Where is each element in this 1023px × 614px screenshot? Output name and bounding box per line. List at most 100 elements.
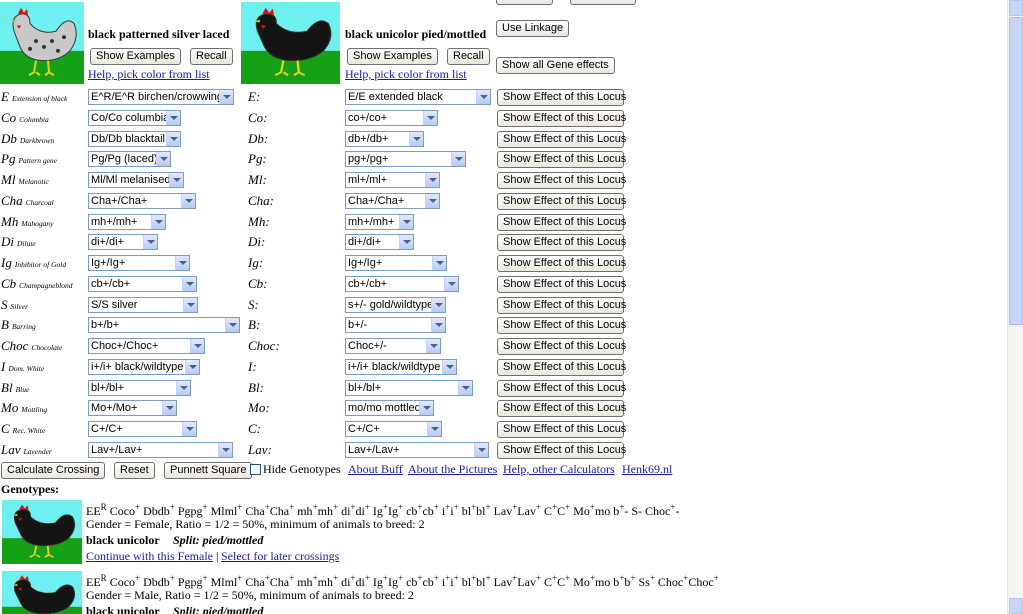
footer-link[interactable]: About Buff <box>348 462 403 476</box>
button[interactable]: Recall <box>190 48 233 65</box>
dropdown-arrow[interactable] <box>151 214 165 229</box>
parent2-select[interactable]: di+/di+ <box>345 234 414 251</box>
parent2-select[interactable]: s+/- gold/wildtype <box>345 296 446 313</box>
dropdown-arrow[interactable] <box>431 318 445 333</box>
show-effect-button[interactable]: Show Effect of this Locus <box>497 421 626 438</box>
parent2-select[interactable]: db+/db+ <box>345 130 424 147</box>
dropdown-arrow[interactable] <box>181 193 195 208</box>
footer-link[interactable]: About the Pictures <box>408 462 498 476</box>
show-effect-button[interactable]: Show Effect of this Locus <box>497 338 626 355</box>
dropdown-arrow[interactable] <box>426 339 440 353</box>
dropdown-arrow[interactable] <box>166 131 180 146</box>
scroll-down[interactable] <box>1009 598 1023 614</box>
dropdown-arrow[interactable] <box>185 359 199 374</box>
parent2-select[interactable]: co+/co+ <box>345 109 438 126</box>
parent2-select[interactable]: Choc+/- <box>345 338 441 354</box>
dropdown-arrow[interactable] <box>219 90 233 104</box>
dropdown-arrow[interactable] <box>182 276 196 291</box>
dropdown-arrow[interactable] <box>182 422 196 436</box>
dropdown-arrow[interactable] <box>218 442 232 457</box>
parent2-select[interactable]: Cha+/Cha+ <box>345 192 440 209</box>
dropdown-arrow[interactable] <box>419 401 433 416</box>
dropdown-arrow[interactable] <box>175 256 189 270</box>
action-button[interactable]: Calculate Crossing <box>1 462 106 479</box>
show-effect-button[interactable]: Show Effect of this Locus <box>497 255 626 272</box>
parent1-select[interactable]: i+/i+ black/wildtype <box>88 358 200 375</box>
scroll-thumb[interactable] <box>1009 17 1023 325</box>
dropdown-arrow[interactable] <box>176 380 190 395</box>
dropdown-arrow[interactable] <box>432 256 446 270</box>
dropdown-arrow[interactable] <box>444 276 458 291</box>
button[interactable]: Use Linkage <box>496 20 570 37</box>
dropdown-arrow[interactable] <box>169 173 183 187</box>
dropdown-arrow[interactable] <box>183 297 197 312</box>
checkbox[interactable] <box>250 464 261 475</box>
parent2-select[interactable]: bl+/bl+ <box>345 379 473 396</box>
show-effect-button[interactable]: Show Effect of this Locus <box>497 317 626 335</box>
dropdown-arrow[interactable] <box>156 152 170 167</box>
dropdown-arrow[interactable] <box>409 131 423 146</box>
dropdown-arrow[interactable] <box>143 235 157 250</box>
parent2-select[interactable]: C+/C+ <box>345 421 442 437</box>
parent1-select[interactable]: S/S silver <box>88 296 198 313</box>
dropdown-arrow[interactable] <box>431 297 445 312</box>
parent2-select[interactable]: mh+/mh+ <box>345 213 414 230</box>
footer-link[interactable]: Help, other Calculators <box>503 462 615 476</box>
button[interactable]: Show all Gene effects <box>496 57 615 74</box>
parent1-select[interactable]: Co/Co columbia <box>88 109 181 126</box>
dropdown-arrow[interactable] <box>190 339 204 353</box>
dropdown-arrow[interactable] <box>162 401 176 416</box>
dropdown-arrow[interactable] <box>427 422 441 436</box>
dropdown-arrow[interactable] <box>399 214 413 229</box>
show-effect-button[interactable]: Show Effect of this Locus <box>497 275 626 293</box>
dropdown-arrow[interactable] <box>166 110 180 125</box>
parent1-select[interactable]: Mo+/Mo+ <box>88 400 177 417</box>
parent2-select[interactable]: ml+/ml+ <box>345 172 440 188</box>
parent1-select[interactable]: Cha+/Cha+ <box>88 192 196 209</box>
parent1-select[interactable]: b+/b+ <box>88 317 240 334</box>
show-effect-button[interactable]: Show Effect of this Locus <box>497 89 626 106</box>
parent1-select[interactable]: Lav+/Lav+ <box>88 441 233 458</box>
parent1-select[interactable]: Pg/Pg (laced) <box>88 151 171 168</box>
button[interactable]: Recall <box>447 48 490 65</box>
dropdown-arrow[interactable] <box>451 152 465 167</box>
help-link[interactable]: Help, pick color from list <box>88 67 210 81</box>
show-effect-button[interactable]: Show Effect of this Locus <box>497 192 626 210</box>
button[interactable]: Show Examples <box>347 48 438 65</box>
parent2-select[interactable]: Ig+/Ig+ <box>345 255 447 271</box>
parent1-select[interactable]: Db/Db blacktail <box>88 130 181 147</box>
result-link[interactable]: Continue with this Female <box>86 549 213 563</box>
button[interactable]: Show Examples <box>90 48 181 65</box>
show-effect-button[interactable]: Show Effect of this Locus <box>497 151 626 169</box>
show-effect-button[interactable]: Show Effect of this Locus <box>497 379 626 397</box>
dropdown-arrow[interactable] <box>476 90 490 104</box>
show-effect-button[interactable]: Show Effect of this Locus <box>497 234 626 252</box>
parent1-select[interactable]: C+/C+ <box>88 421 197 437</box>
cut-off-button[interactable] <box>570 0 636 5</box>
show-effect-button[interactable]: Show Effect of this Locus <box>497 109 626 127</box>
dropdown-arrow[interactable] <box>425 173 439 187</box>
parent1-select[interactable]: bl+/bl+ <box>88 379 191 396</box>
scrollbar[interactable] <box>1007 0 1023 614</box>
parent2-select[interactable]: pg+/pg+ <box>345 151 466 168</box>
parent2-select[interactable]: mo/mo mottled <box>345 400 434 417</box>
result-link[interactable]: Select for later crossings <box>221 549 340 563</box>
parent1-select[interactable]: Choc+/Choc+ <box>88 338 205 354</box>
dropdown-arrow[interactable] <box>423 110 437 125</box>
help-link[interactable]: Help, pick color from list <box>345 67 467 81</box>
action-button[interactable]: Punnett Square <box>164 462 253 479</box>
parent1-select[interactable]: mh+/mh+ <box>88 213 166 230</box>
parent2-select[interactable]: b+/- <box>345 317 446 334</box>
parent2-select[interactable]: E/E extended black <box>345 89 491 105</box>
parent1-select[interactable]: cb+/cb+ <box>88 275 197 292</box>
show-effect-button[interactable]: Show Effect of this Locus <box>497 358 626 376</box>
parent1-select[interactable]: Ml/Ml melanised <box>88 172 184 188</box>
dropdown-arrow[interactable] <box>399 235 413 250</box>
parent2-select[interactable]: Lav+/Lav+ <box>345 441 489 458</box>
dropdown-arrow[interactable] <box>442 359 456 374</box>
scroll-up[interactable] <box>1009 0 1023 16</box>
dropdown-arrow[interactable] <box>458 380 472 395</box>
show-effect-button[interactable]: Show Effect of this Locus <box>497 296 626 314</box>
dropdown-arrow[interactable] <box>474 442 488 457</box>
show-effect-button[interactable]: Show Effect of this Locus <box>497 441 626 459</box>
